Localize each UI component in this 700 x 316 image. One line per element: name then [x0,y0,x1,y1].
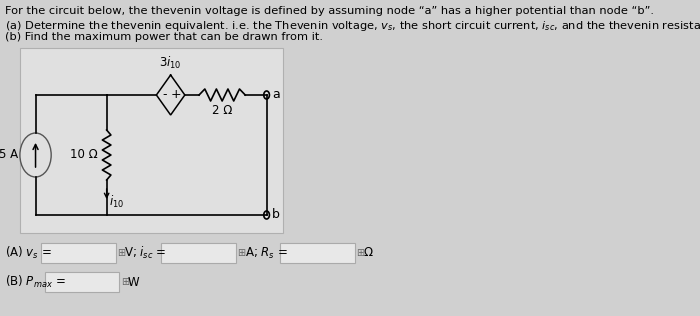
Text: (b) Find the maximum power that can be drawn from it.: (b) Find the maximum power that can be d… [5,32,323,42]
Text: ⊞: ⊞ [118,248,125,258]
Text: $3i_{10}$: $3i_{10}$ [160,55,182,71]
Text: $i_{10}$: $i_{10}$ [109,194,125,210]
Text: A; $R_s$ =: A; $R_s$ = [244,246,288,261]
Text: (a) Determine the thevenin equivalent. i.e. the Thevenin voltage, $v_s$, the sho: (a) Determine the thevenin equivalent. i… [5,19,700,33]
Text: -: - [162,88,167,101]
Circle shape [264,91,270,99]
Bar [20,48,283,233]
Bar [41,243,116,263]
Text: +: + [170,88,181,101]
Text: W: W [128,276,139,289]
Text: b: b [272,209,280,222]
Text: (A) $v_s$ =: (A) $v_s$ = [5,245,52,261]
Circle shape [264,211,270,219]
Bar [45,272,120,292]
Circle shape [20,133,51,177]
Text: 5 A: 5 A [0,149,18,161]
Text: Ω: Ω [363,246,372,259]
Text: a: a [272,88,280,101]
Text: 10 Ω: 10 Ω [71,149,98,161]
Text: ⊞: ⊞ [121,277,129,287]
Text: V; $i_{sc}$ =: V; $i_{sc}$ = [125,245,167,261]
Text: 2 Ω: 2 Ω [212,104,232,117]
Text: For the circuit below, the thevenin voltage is defined by assuming node “a” has : For the circuit below, the thevenin volt… [5,6,654,16]
Bar [162,243,236,263]
Text: ⊞: ⊞ [237,248,246,258]
Text: (B) $P_{max}$ =: (B) $P_{max}$ = [5,274,66,290]
Text: ⊞: ⊞ [356,248,364,258]
Bar [280,243,355,263]
